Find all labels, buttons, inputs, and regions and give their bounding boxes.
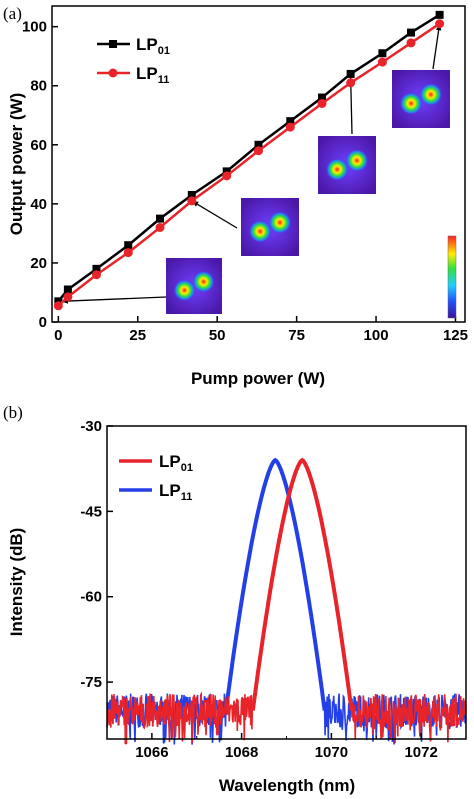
panel-a-xlabel: Pump power (W) [191, 369, 325, 388]
legend-label-lp11: LP11 [136, 64, 169, 86]
panel-a-plot: 0 25 50 75 100 125 0 20 40 60 80 100 LP01 LP11 Pump… [7, 5, 468, 388]
panel-b-ticks: 1066 1068 1070 1072 -30 -45 -60 -75 [80, 418, 467, 761]
panel-a-mode-images [61, 23, 450, 314]
panel-b-series [106, 457, 467, 745]
panel-a-xtick-label: 50 [209, 327, 226, 344]
panel-b-xlabel: Wavelength (nm) [219, 776, 355, 795]
data-point [63, 292, 73, 302]
mode-lobe [268, 210, 292, 235]
data-point [317, 98, 327, 108]
panel-a-series [53, 10, 445, 311]
data-point [222, 171, 232, 181]
inset-arrow [432, 23, 441, 70]
panel-b-xtick-label: 1072 [404, 744, 437, 761]
data-point [435, 19, 445, 29]
data-point [187, 196, 197, 206]
data-point [378, 49, 387, 58]
mode-image-2 [241, 198, 299, 256]
legend-label-lp01: LP01 [136, 35, 170, 57]
panel-a-ytick-label: 0 [39, 314, 47, 331]
mode-image-3 [318, 136, 376, 194]
colorbar [447, 235, 457, 319]
panel-b-label: (b) [3, 403, 23, 422]
mode-image-1 [166, 258, 222, 314]
series-line-lp11 [57, 22, 441, 307]
mode-lobe [248, 219, 272, 244]
legend-label-b-lp11: LP11 [159, 481, 192, 503]
data-point [156, 214, 165, 223]
panel-a-xtick-label: 75 [288, 327, 305, 344]
panel-a-label: (a) [3, 4, 22, 23]
data-point [406, 38, 416, 48]
mode-lobe [345, 148, 369, 173]
panel-a-ytick-label: 40 [30, 196, 47, 213]
data-point [286, 117, 295, 126]
mode-lobe [399, 91, 423, 116]
panel-a-legend: LP01 LP11 [97, 35, 170, 86]
panel-b-ytick-label: -30 [80, 418, 102, 435]
panel-b-plot: 1066 1068 1070 1072 -30 -45 -60 -75 LP01 LP11 W… [7, 418, 467, 795]
data-point [123, 248, 133, 258]
panel-b-xtick-label: 1068 [225, 744, 258, 761]
mode-lobe [325, 157, 349, 182]
panel-a-frame [51, 5, 466, 323]
peak-lp11 [223, 457, 327, 711]
panel-b-ylabel: Intensity (dB) [7, 528, 26, 637]
panel-b-xtick-label: 1066 [135, 744, 168, 761]
panel-b-ytick-label: -45 [80, 503, 102, 520]
data-point [406, 28, 415, 37]
mode-lobe [419, 82, 443, 107]
panel-a-ytick-label: 80 [30, 78, 47, 95]
mode-image-4 [392, 70, 450, 128]
inset-arrow [191, 200, 238, 229]
data-point [53, 301, 63, 311]
data-point [318, 93, 327, 102]
panel-b-legend: LP01 LP11 [119, 452, 193, 503]
panel-b-xtick-label: 1070 [315, 744, 348, 761]
panel-a-ylabel: Output power (W) [7, 93, 26, 236]
panel-b-frame [106, 425, 467, 740]
data-point [124, 241, 133, 250]
data-point [254, 140, 263, 149]
data-point [435, 10, 444, 19]
data-point [155, 222, 165, 232]
data-point [254, 146, 263, 156]
data-point [63, 285, 72, 294]
peak-lp01 [250, 457, 354, 711]
data-point [346, 69, 355, 78]
mode-lobe [192, 270, 215, 293]
panel-a-xtick-label: 25 [129, 327, 146, 344]
legend-label-b-lp01: LP01 [159, 452, 193, 474]
panel-a-ticks: 0 25 50 75 100 125 0 20 40 60 80 100 [22, 19, 468, 344]
panel-a-ytick-label: 100 [22, 19, 47, 36]
data-point [285, 122, 295, 132]
legend-marker-lp11 [108, 68, 118, 78]
panel-a-xtick-label: 100 [364, 327, 389, 344]
panel-a-ytick-label: 60 [30, 137, 47, 154]
panel-b-ytick-label: -75 [80, 674, 102, 691]
mode-lobe [173, 279, 196, 302]
data-point [92, 264, 101, 273]
data-point [377, 57, 387, 67]
panel-a-xtick-label: 125 [443, 327, 468, 344]
data-point [187, 191, 196, 200]
inset-arrow [61, 296, 167, 302]
panel-a-xtick-label: 0 [54, 327, 62, 344]
legend-marker-lp01 [109, 40, 117, 48]
series-line-lp01 [57, 13, 441, 303]
panel-b-ytick-label: -60 [80, 589, 102, 606]
data-point [91, 270, 101, 280]
panel-a-ytick-label: 20 [30, 255, 47, 272]
data-point [346, 78, 356, 88]
